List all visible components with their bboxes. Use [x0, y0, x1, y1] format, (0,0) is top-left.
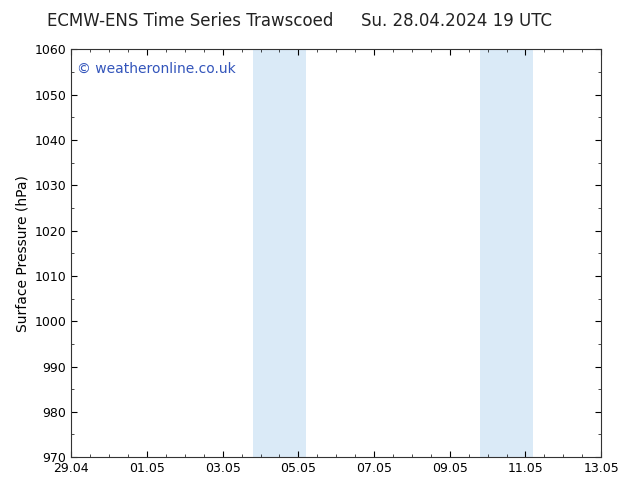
Text: © weatheronline.co.uk: © weatheronline.co.uk: [77, 62, 235, 75]
Y-axis label: Surface Pressure (hPa): Surface Pressure (hPa): [15, 175, 29, 332]
Text: Su. 28.04.2024 19 UTC: Su. 28.04.2024 19 UTC: [361, 12, 552, 30]
Bar: [253, 49, 306, 457]
Text: ECMW-ENS Time Series Trawscoed: ECMW-ENS Time Series Trawscoed: [47, 12, 333, 30]
Bar: [480, 49, 533, 457]
